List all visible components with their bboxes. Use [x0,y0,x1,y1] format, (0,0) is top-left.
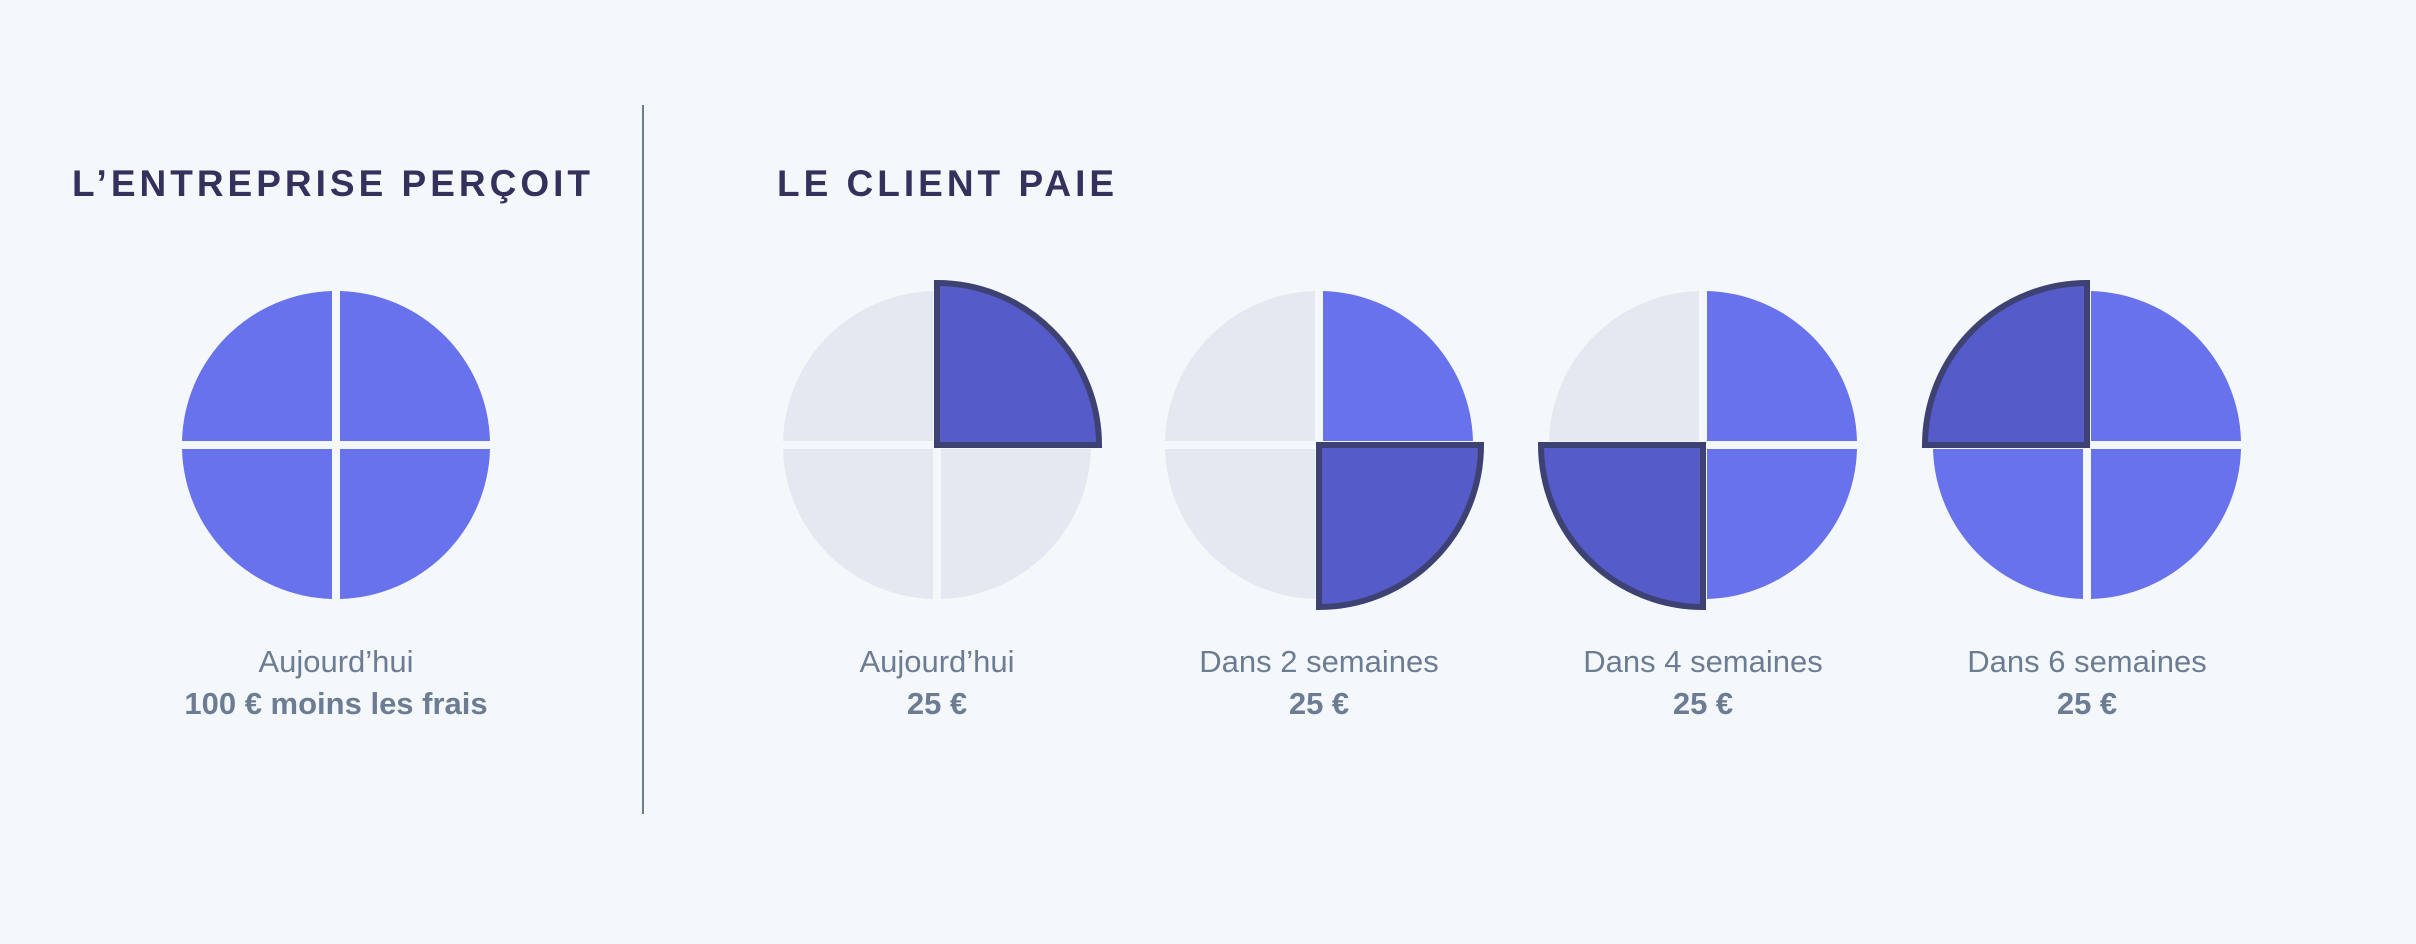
pie-quarter [783,449,933,599]
pie-quarter [1165,449,1315,599]
pie-quarter [2091,449,2241,599]
pie-quarter-highlight [1921,279,2090,448]
pie-quarter [340,449,490,599]
pie-quarter [1323,291,1473,441]
item-amount: 25 € [1673,686,1733,721]
pie-quarter [1165,291,1315,441]
item-label: Aujourd’hui [859,644,1014,679]
pie-quarter [783,291,933,441]
pie-quarter-highlight [1316,442,1485,611]
item-label: Aujourd’hui [258,644,413,679]
item-amount: 25 € [1289,686,1349,721]
item-amount: 25 € [2057,686,2117,721]
section-title: LE CLIENT PAIE [777,163,1118,204]
pie-quarter [1549,291,1699,441]
item-label: Dans 4 semaines [1583,644,1823,679]
item-amount: 100 € moins les frais [184,686,487,721]
pie-quarter [1707,291,1857,441]
pie-quarter [182,449,332,599]
pie-quarter [1707,449,1857,599]
pie-quarter [182,291,332,441]
item-label: Dans 6 semaines [1967,644,2207,679]
item-label: Dans 2 semaines [1199,644,1439,679]
pie-quarter [2091,291,2241,441]
pie-quarter-highlight [1537,442,1706,611]
section-title: L’ENTREPRISE PERÇOIT [72,163,594,204]
item-amount: 25 € [907,686,967,721]
pie-quarter [1933,449,2083,599]
pie-quarter [941,449,1091,599]
pie-quarter [340,291,490,441]
pie-quarter-highlight [934,279,1103,448]
